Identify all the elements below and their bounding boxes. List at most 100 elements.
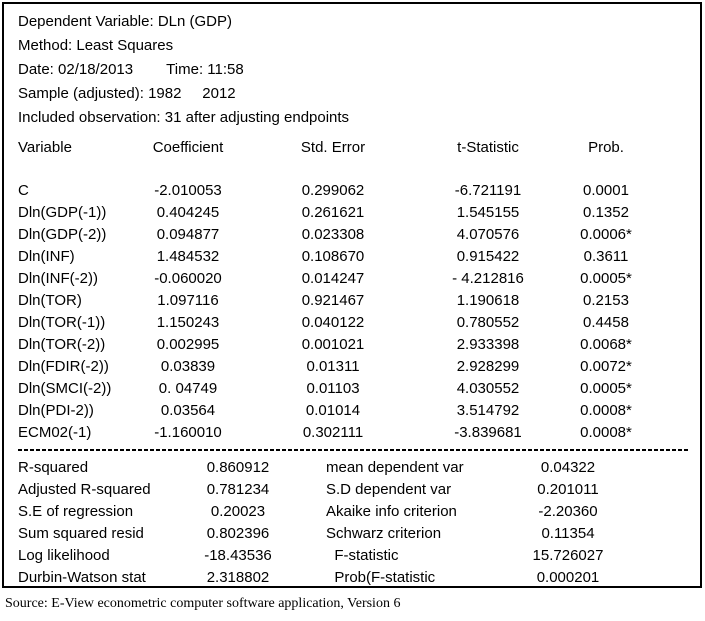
- column-header-t-statistic: t-Statistic: [457, 139, 519, 156]
- std-error-cell: 0.01311: [306, 358, 360, 375]
- summary-label-right: Prob(F-statistic: [326, 569, 436, 586]
- method-line: Method: Least Squares: [18, 37, 174, 54]
- coefficient-cell: 0.002995: [156, 336, 220, 353]
- table-row: Dln(TOR(-1)) 1.150243 0.040122 0.780552 …: [18, 312, 694, 334]
- t-statistic-cell: 4.070576: [456, 226, 520, 243]
- table-row: Dln(INF) 1.484532 0.108670 0.915422 0.36…: [18, 246, 694, 268]
- summary-label-right: Schwarz criterion: [326, 525, 442, 542]
- table-row: Dln(GDP(-2)) 0.094877 0.023308 4.070576 …: [18, 224, 694, 246]
- table-row: Dln(SMCI(-2)) 0. 04749 0.01103 4.030552 …: [18, 378, 694, 400]
- summary-value-left: -18.43536: [204, 547, 272, 564]
- coefficient-table: Variable Coefficient Std. Error t-Statis…: [18, 136, 694, 444]
- prob-cell: 0.3611: [583, 248, 629, 265]
- sample-line: Sample (adjusted): 1982 2012: [18, 85, 236, 102]
- summary-row: Log likelihood -18.43536 F-statistic 15.…: [18, 545, 694, 567]
- prob-cell: 0.0008*: [580, 402, 632, 419]
- summary-value-left: 0.860912: [206, 459, 270, 476]
- std-error-cell: 0.299062: [301, 182, 365, 199]
- table-row: Dln(INF(-2)) -0.060020 0.014247 - 4.2128…: [18, 268, 694, 290]
- t-statistic-cell: 2.933398: [456, 336, 520, 353]
- summary-label-right: Akaike info criterion: [326, 503, 457, 520]
- coefficient-cell: 1.150243: [156, 314, 220, 331]
- dashed-divider: [18, 449, 690, 451]
- variable-cell: Dln(TOR(-2)): [18, 336, 106, 353]
- column-header-prob: Prob.: [588, 139, 624, 156]
- variable-cell: Dln(GDP(-1)): [18, 204, 107, 221]
- variable-cell: Dln(SMCI(-2)): [18, 380, 112, 397]
- table-row: Dln(GDP(-1)) 0.404245 0.261621 1.545155 …: [18, 202, 694, 224]
- variable-cell: Dln(INF(-2)): [18, 270, 98, 287]
- table-row: C -2.010053 0.299062 -6.721191 0.0001: [18, 180, 694, 202]
- summary-label-right: F-statistic: [326, 547, 399, 564]
- t-statistic-cell: - 4.212816: [452, 270, 524, 287]
- table-row: Dln(TOR(-2)) 0.002995 0.001021 2.933398 …: [18, 334, 694, 356]
- prob-cell: 0.1352: [583, 204, 629, 221]
- table-row: Dln(TOR) 1.097116 0.921467 1.190618 0.21…: [18, 290, 694, 312]
- summary-row: S.E of regression 0.20023 Akaike info cr…: [18, 501, 694, 523]
- t-statistic-cell: 1.190618: [456, 292, 520, 309]
- summary-row: Adjusted R-squared 0.781234 S.D dependen…: [18, 479, 694, 501]
- coefficient-cell: 0.03564: [160, 402, 216, 419]
- t-statistic-cell: -3.839681: [454, 424, 522, 441]
- std-error-cell: 0.023308: [301, 226, 365, 243]
- prob-cell: 0.0006*: [580, 226, 632, 243]
- table-row: ECM02(-1) -1.160010 0.302111 -3.839681 0…: [18, 422, 694, 444]
- table-row: Dln(PDI-2)) 0.03564 0.01014 3.514792 0.0…: [18, 400, 694, 422]
- coefficient-cell: 0. 04749: [158, 380, 218, 397]
- summary-value-left: 0.802396: [206, 525, 270, 542]
- summary-value-left: 0.781234: [206, 481, 270, 498]
- summary-row: R-squared 0.860912 mean dependent var 0.…: [18, 457, 694, 479]
- table-header-row: Variable Coefficient Std. Error t-Statis…: [18, 136, 694, 160]
- t-statistic-cell: 0.780552: [456, 314, 520, 331]
- coefficient-cell: 0.094877: [156, 226, 220, 243]
- t-statistic-cell: 4.030552: [456, 380, 520, 397]
- coefficient-cell: 1.484532: [156, 248, 220, 265]
- std-error-cell: 0.001021: [301, 336, 365, 353]
- date-time-line: Date: 02/18/2013 Time: 11:58: [18, 61, 244, 78]
- variable-cell: Dln(GDP(-2)): [18, 226, 107, 243]
- prob-cell: 0.0005*: [580, 270, 632, 287]
- variable-cell: Dln(PDI-2)): [18, 402, 94, 419]
- t-statistic-cell: 0.915422: [456, 248, 520, 265]
- summary-label-left: Durbin-Watson stat: [18, 569, 146, 586]
- std-error-cell: 0.01014: [305, 402, 361, 419]
- t-statistic-cell: 1.545155: [456, 204, 520, 221]
- variable-cell: Dln(TOR(-1)): [18, 314, 106, 331]
- summary-label-left: R-squared: [18, 459, 89, 476]
- dependent-variable-line: Dependent Variable: DLn (GDP): [18, 13, 232, 30]
- summary-label-left: Log likelihood: [18, 547, 110, 564]
- t-statistic-cell: 2.928299: [456, 358, 520, 375]
- included-observation-line: Included observation: 31 after adjusting…: [18, 109, 350, 126]
- prob-cell: 0.4458: [583, 314, 629, 331]
- variable-cell: C: [18, 182, 29, 199]
- std-error-cell: 0.040122: [301, 314, 365, 331]
- t-statistic-cell: 3.514792: [456, 402, 520, 419]
- std-error-cell: 0.01103: [306, 380, 360, 397]
- variable-cell: Dln(INF): [18, 248, 75, 265]
- coefficient-cell: 0.03839: [160, 358, 216, 375]
- summary-value-right: 0.000201: [536, 569, 600, 586]
- regression-output-box: Dependent Variable: DLn (GDP) Method: Le…: [2, 2, 702, 588]
- summary-value-right: 15.726027: [532, 547, 604, 564]
- regression-header-block: Dependent Variable: DLn (GDP) Method: Le…: [18, 10, 694, 130]
- summary-value-left: 2.318802: [206, 569, 270, 586]
- std-error-cell: 0.261621: [301, 204, 365, 221]
- prob-cell: 0.0005*: [580, 380, 632, 397]
- source-caption: Source: E-View econometric computer soft…: [5, 596, 401, 611]
- summary-label-left: Sum squared resid: [18, 525, 144, 542]
- summary-label-right: mean dependent var: [326, 459, 464, 476]
- variable-cell: ECM02(-1): [18, 424, 92, 441]
- column-header-coefficient: Coefficient: [152, 139, 224, 156]
- std-error-cell: 0.108670: [301, 248, 365, 265]
- column-header-variable: Variable: [18, 139, 72, 156]
- t-statistic-cell: -6.721191: [454, 182, 522, 199]
- summary-label-right: S.D dependent var: [326, 481, 452, 498]
- coefficient-cell: -2.010053: [154, 182, 222, 199]
- summary-statistics-table: R-squared 0.860912 mean dependent var 0.…: [18, 457, 694, 589]
- std-error-cell: 0.302111: [302, 424, 364, 441]
- prob-cell: 0.0001: [583, 182, 629, 199]
- summary-value-left: 0.20023: [210, 503, 266, 520]
- prob-cell: 0.0072*: [580, 358, 632, 375]
- summary-label-left: S.E of regression: [18, 503, 134, 520]
- prob-cell: 0.2153: [583, 292, 629, 309]
